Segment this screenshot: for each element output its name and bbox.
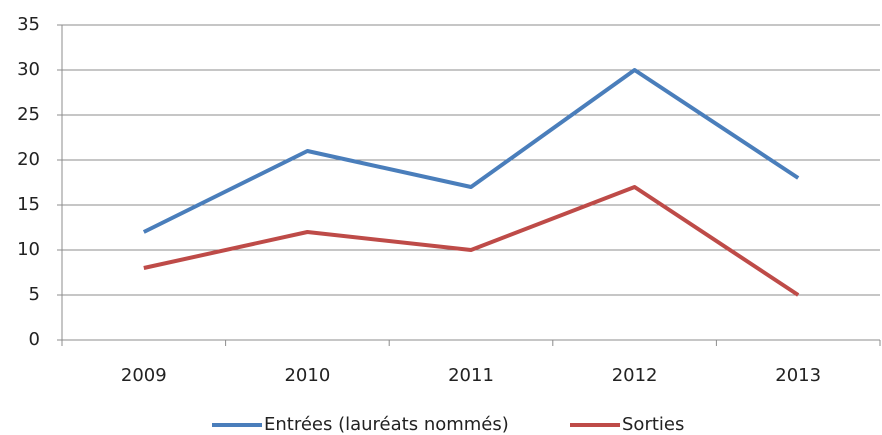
x-tick-label: 2012 [612,365,658,386]
series-line [143,185,800,297]
x-tick-label: 2011 [448,365,494,386]
y-tick-label: 30 [17,59,40,80]
x-tick-label: 2013 [775,365,821,386]
y-tick-label: 5 [29,284,40,305]
y-tick-label: 25 [17,104,40,125]
legend-label: Sorties [622,414,684,435]
x-tick-label: 2010 [284,365,330,386]
x-tick-label: 2009 [121,365,167,386]
y-tick-label: 35 [17,14,40,35]
y-tick-label: 15 [17,194,40,215]
y-tick-label: 10 [17,239,40,260]
y-tick-label: 20 [17,149,40,170]
series-line [142,68,800,234]
legend-label: Entrées (lauréats nommés) [264,414,509,435]
y-tick-label: 0 [29,329,40,350]
